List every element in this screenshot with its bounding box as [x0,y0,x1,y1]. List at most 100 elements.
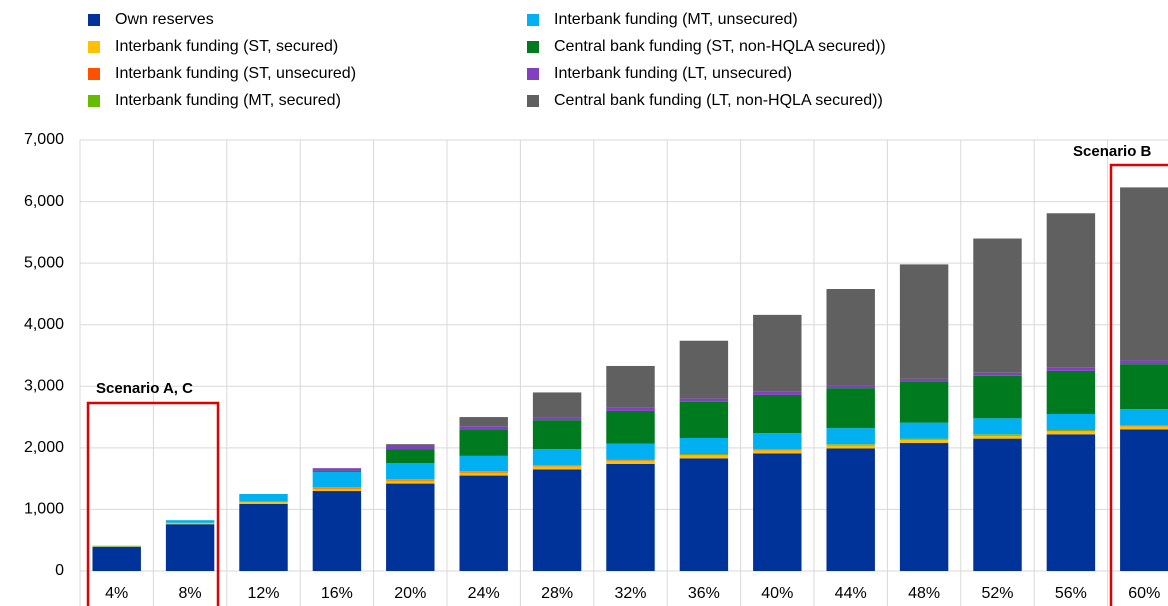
bar-segment [679,454,729,455]
bar-segment [606,365,655,408]
x-tick-label: 40% [761,585,793,602]
bar-segment [1120,409,1168,426]
bar-segment [826,428,875,445]
bar-segment [459,472,508,476]
bar-segment [606,407,655,411]
bar-segment [1046,431,1096,435]
bar-segment [606,410,655,444]
legend-swatch [527,95,539,107]
bar-segment [92,546,141,547]
bar-segment [92,546,141,571]
bar-segment [92,545,141,547]
bar-segment [1120,364,1168,410]
bar-segment [239,494,288,502]
x-tick-label: 24% [468,585,500,602]
bar-segment [826,385,875,389]
bar-segment [1120,360,1168,365]
y-tick-label: 5,000 [24,254,64,271]
bar-segment [386,444,435,447]
bar-segment [973,434,1022,435]
bar-segment [312,487,362,488]
bar-segment [459,475,508,571]
bar-segment [532,420,582,450]
bar-segment [1046,213,1096,368]
bar-segment [1046,367,1096,371]
y-tick-label: 1,000 [24,501,64,518]
bar-segment [386,483,435,571]
bar-segment [386,479,435,480]
bar-segment [679,340,729,399]
bar-segment [606,459,655,461]
y-tick-label: 3,000 [24,378,64,395]
bar-segment [606,460,655,461]
bar-segment [826,445,875,449]
bar-segment [386,446,435,450]
scenario-box [86,401,220,606]
bar-segment [973,375,1022,419]
bar-segment [386,463,435,480]
legend-swatch [88,95,100,107]
bar-segment [753,391,802,395]
x-tick-label: 4% [105,585,128,602]
y-tick-label: 7,000 [24,131,64,148]
bar-segment [606,460,655,464]
bar-segment [753,449,802,450]
bar-segment [532,449,582,466]
annotation: Scenario B [1073,143,1152,160]
bar-segment [532,417,582,421]
bar-segment [312,490,362,571]
bar-segment [386,479,435,481]
bar-segment [532,469,582,571]
bar-segment [753,314,802,392]
bar-segment [973,438,1022,571]
bar-segment [459,455,508,472]
bar-segment [753,433,802,450]
legend-label: Interbank funding (ST, secured) [115,38,338,55]
bar-segment [826,444,875,445]
bar-segment [899,442,949,571]
x-tick-label: 28% [541,585,573,602]
bar-segment [606,443,655,460]
bar-segment [973,372,1022,376]
bar-segment [1046,430,1096,431]
bar-segment [826,388,875,429]
y-tick-label: 4,000 [24,316,64,333]
bar-segment [899,439,949,440]
legend-label: Interbank funding (LT, unsecured) [554,65,792,82]
x-tick-label: 44% [835,585,867,602]
bar-segment [899,438,949,440]
x-tick-label: 12% [247,585,279,602]
bar-segment [165,520,215,523]
bar-segment [459,417,508,427]
bar-segment [239,502,288,504]
bar-segment [386,480,435,484]
bar-segment [753,450,802,454]
x-tick-label: 60% [1128,585,1160,602]
legend-label: Central bank funding (ST, non-HQLA secur… [554,38,886,55]
bar-segment [459,471,508,473]
bar-segment [165,522,215,525]
bar-segment [1046,430,1096,432]
bar-segment [826,444,875,446]
bar-segment [1120,425,1168,427]
bar-segment [1120,187,1168,361]
bar-segment [899,439,949,443]
bar-segment [973,238,1022,373]
legend-label: Interbank funding (ST, unsecured) [115,65,356,82]
bar-segment [532,392,582,418]
bar-segment [532,465,582,466]
bar-segment [826,289,875,386]
x-tick-label: 48% [908,585,940,602]
x-tick-label: 20% [394,585,426,602]
bar-segment [459,429,508,456]
x-tick-label: 56% [1055,585,1087,602]
legend-swatch [88,41,100,53]
bar-segment [312,468,362,471]
bar-segment [973,434,1022,436]
y-tick-label: 2,000 [24,439,64,456]
bar-segment [679,454,729,456]
bar-segment [312,470,362,472]
bar-segment [312,488,362,491]
bar-segment [899,422,949,439]
